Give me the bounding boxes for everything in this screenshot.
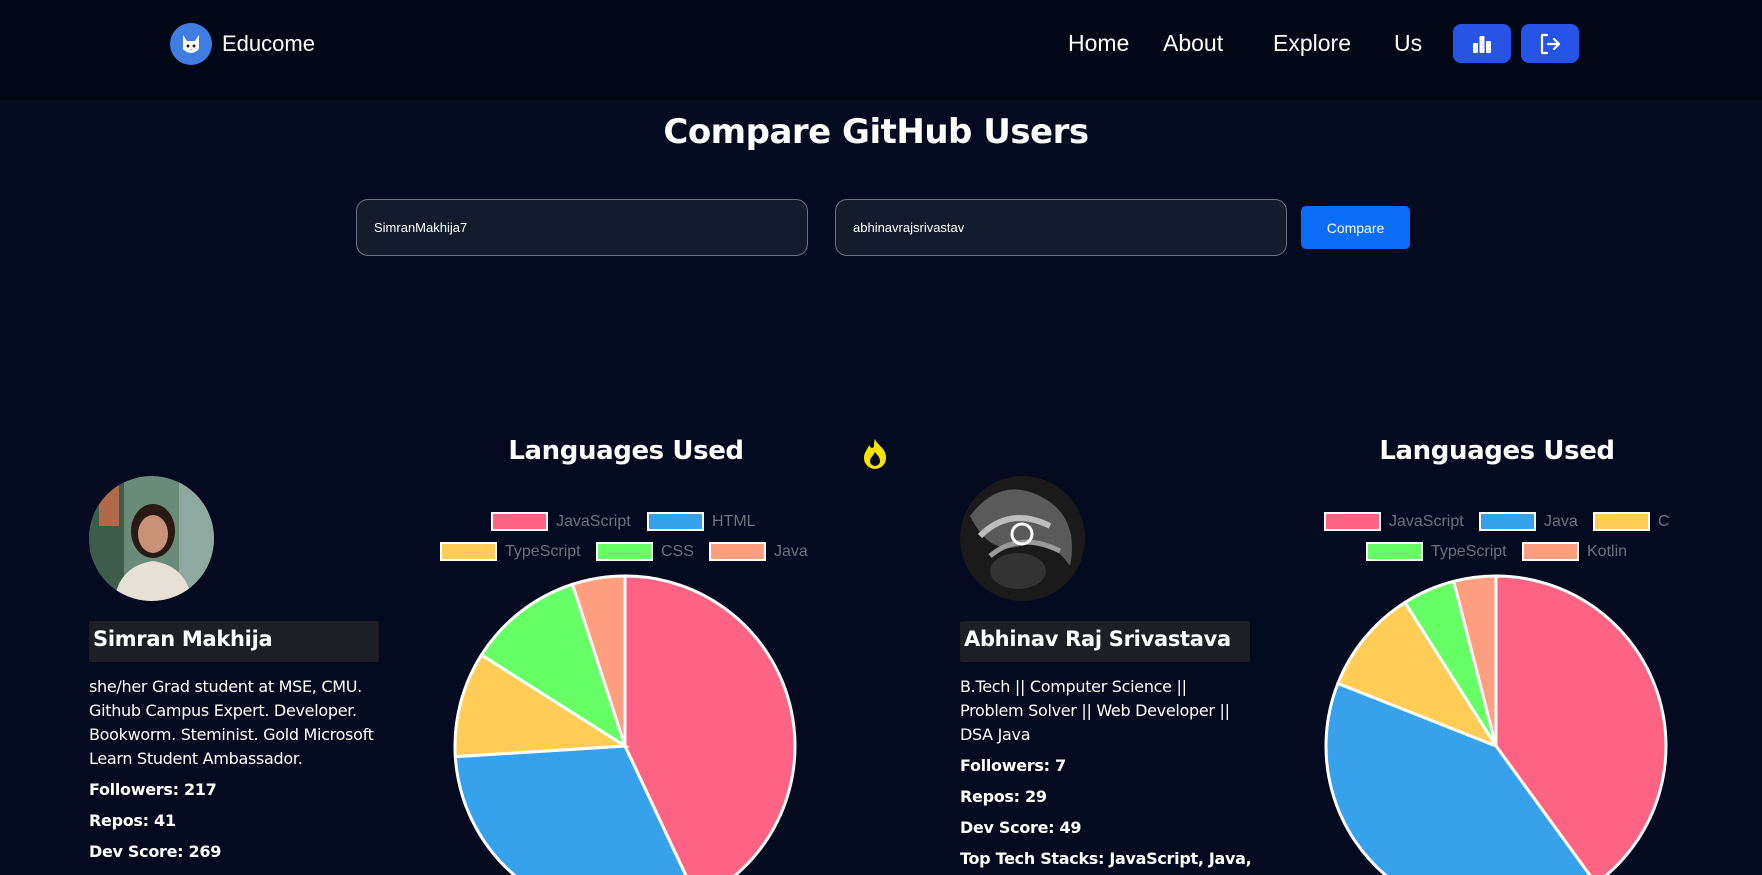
nav-link-explore[interactable]: Explore <box>1273 30 1351 56</box>
user1-repos: Repos: 41 <box>89 811 176 830</box>
user1-name: Simran Makhija <box>89 621 379 662</box>
pie-slice-java[interactable] <box>570 574 627 747</box>
stats-button[interactable] <box>1453 24 1511 63</box>
legend-swatch <box>709 542 766 561</box>
chart1-legend-item[interactable]: CSS <box>596 542 694 561</box>
legend-label: Kotlin <box>1587 542 1628 560</box>
brand-name: Educome <box>222 31 315 56</box>
chart1-pie <box>453 574 797 875</box>
user2-bio: B.Tech || Computer Science || Problem So… <box>960 677 1230 744</box>
user1-profile: Simran Makhija she/her Grad student at M… <box>89 476 379 864</box>
legend-swatch <box>1366 542 1423 561</box>
chart1-legend-item[interactable]: TypeScript <box>440 542 581 561</box>
legend-label: C <box>1658 512 1670 530</box>
nav-link-home[interactable]: Home <box>1068 30 1130 56</box>
user1-avatar <box>89 476 214 601</box>
pie-slice-html[interactable] <box>453 744 697 875</box>
legend-label: HTML <box>712 512 756 530</box>
nav-link-us[interactable]: Us <box>1394 30 1423 56</box>
cat-logo-icon <box>170 23 212 65</box>
chart2-legend-item[interactable]: C <box>1593 512 1670 531</box>
legend-label: Java <box>1544 512 1578 530</box>
legend-swatch <box>440 542 497 561</box>
chart1-title: Languages Used <box>508 436 744 466</box>
logout-button[interactable] <box>1521 24 1579 63</box>
chart2-title: Languages Used <box>1379 436 1615 466</box>
chart2-legend-item[interactable]: Kotlin <box>1522 542 1627 561</box>
user1-input[interactable] <box>356 199 808 256</box>
chart2-legend-item[interactable]: Java <box>1479 512 1578 531</box>
legend-swatch <box>1479 512 1536 531</box>
legend-swatch <box>491 512 548 531</box>
chart2-legend-item[interactable]: TypeScript <box>1366 542 1507 561</box>
pie-slice-javascript[interactable] <box>623 574 797 875</box>
pie-slice-javascript[interactable] <box>1494 574 1668 875</box>
user2-avatar <box>960 476 1085 601</box>
compare-button[interactable]: Compare <box>1301 206 1410 249</box>
pie-slice-css[interactable] <box>479 582 628 750</box>
legend-label: TypeScript <box>1431 542 1507 560</box>
user1-followers: Followers: 217 <box>89 780 217 799</box>
user2-profile: Abhinav Raj Srivastava B.Tech || Compute… <box>960 476 1252 871</box>
user1-bio: she/her Grad student at MSE, CMU. Github… <box>89 677 374 768</box>
legend-label: TypeScript <box>505 542 581 560</box>
pie-slice-kotlin[interactable] <box>1451 574 1498 747</box>
user2-top-stacks: Top Tech Stacks: JavaScript, Java, <box>960 849 1252 868</box>
navbar: Educome Home About Explore Us <box>0 0 1762 102</box>
bar-chart-icon <box>1473 35 1491 53</box>
user2-name: Abhinav Raj Srivastava <box>960 621 1250 662</box>
legend-swatch <box>1593 512 1650 531</box>
page-title: Compare GitHub Users <box>663 112 1089 152</box>
user2-dev-score: Dev Score: 49 <box>960 818 1082 837</box>
chart1-legend-item[interactable]: JavaScript <box>491 512 631 531</box>
nav-link-about[interactable]: About <box>1163 30 1224 56</box>
user1-dev-score: Dev Score: 269 <box>89 842 222 861</box>
flame-icon <box>857 436 893 476</box>
logout-icon <box>1540 33 1561 54</box>
pie-slice-java[interactable] <box>1324 681 1596 875</box>
pie-slice-c[interactable] <box>1335 600 1500 750</box>
brand[interactable]: Educome <box>170 23 315 65</box>
chart2-pie <box>1324 574 1668 875</box>
chart1-legend-item[interactable]: Java <box>709 542 808 561</box>
legend-label: Java <box>774 542 808 560</box>
user2-followers: Followers: 7 <box>960 756 1066 775</box>
chart1-legend-item[interactable]: HTML <box>647 512 756 531</box>
legend-swatch <box>1522 542 1579 561</box>
user2-repos: Repos: 29 <box>960 787 1047 806</box>
legend-label: JavaScript <box>1389 512 1464 530</box>
legend-swatch <box>1324 512 1381 531</box>
user2-input[interactable] <box>835 199 1287 256</box>
legend-swatch <box>596 542 653 561</box>
pie-slice-typescript[interactable] <box>453 652 630 759</box>
legend-label: CSS <box>661 542 694 560</box>
legend-label: JavaScript <box>556 512 631 530</box>
legend-swatch <box>647 512 704 531</box>
chart2-legend-item[interactable]: JavaScript <box>1324 512 1464 531</box>
